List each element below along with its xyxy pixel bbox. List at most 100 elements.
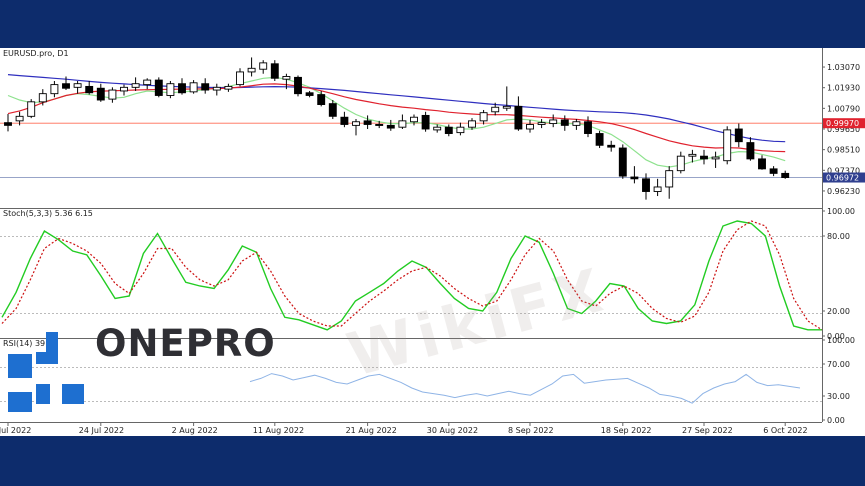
candle-body (769, 168, 778, 174)
candle-body (50, 84, 59, 95)
candle-body (259, 62, 268, 70)
candle-body (642, 178, 650, 192)
candle-body (595, 133, 604, 146)
stoch-tick-label: 80.00 (827, 232, 850, 241)
candle-body (282, 76, 291, 80)
candle-body (560, 119, 569, 126)
stoch-tick-label: 0.00 (827, 332, 845, 341)
candle-body (305, 92, 314, 96)
time-tick-label: 18 Sep 2022 (601, 426, 652, 435)
candle-body (143, 79, 152, 86)
candle-body (398, 120, 407, 128)
candle-body (618, 147, 627, 177)
time-tick-label: 24 Jul 2022 (79, 426, 124, 435)
candle-body (502, 105, 511, 109)
candle-body (781, 172, 790, 179)
rsi-tick-label: 100.00 (827, 336, 855, 345)
rsi-tick-label: 70.00 (827, 360, 850, 369)
candle-body (758, 158, 766, 170)
ma-green-line (7, 76, 786, 168)
logo-text: ONEPRO (95, 322, 276, 365)
stoch-d-line (1, 220, 823, 331)
candle-body (363, 120, 372, 125)
candle-body (479, 112, 488, 122)
price-tag-box (823, 172, 865, 183)
price-tag-label: 0.96972 (826, 174, 859, 183)
price-plot (0, 57, 822, 200)
rsi-line (249, 373, 801, 404)
rsi-plot (249, 373, 801, 404)
price-tick-label: 1.00790 (827, 104, 860, 113)
ma-blue-line (7, 74, 786, 143)
price-tick-label: 1.01930 (827, 84, 860, 93)
price-tag-label: 0.99970 (826, 119, 859, 128)
candle-body (433, 126, 442, 131)
candle-body (491, 106, 500, 113)
trading-chart: EURUSD.pro, D1 Stoch(5,3,3) 5.36 6.15 RS… (0, 48, 865, 435)
price-tick-label: 0.97370 (827, 166, 860, 175)
candle-body (572, 121, 581, 126)
candle-body (386, 124, 395, 129)
candle-body (38, 93, 47, 103)
candle-body (328, 103, 337, 117)
candle-body (688, 153, 697, 157)
rsi-tick-label: 30.00 (827, 392, 850, 401)
candle-body (468, 120, 476, 128)
candle-body (526, 124, 534, 130)
time-tick-label: 30 Aug 2022 (427, 426, 478, 435)
candle-body (711, 156, 720, 160)
rsi-pane-label: RSI(14) 39.61 (3, 339, 58, 348)
candle-body (212, 86, 221, 91)
candle-body (247, 67, 256, 73)
price-tag-box (823, 118, 865, 129)
axis-ticks: 1.03070 1.01930 1.00790 0.99650 0.98510 0.973… (0, 63, 865, 435)
rsi-tick-label: 0.00 (827, 416, 845, 425)
candle-body (224, 85, 233, 90)
candle-body (746, 142, 755, 160)
price-pane-label: EURUSD.pro, D1 (3, 49, 69, 58)
candle-body (734, 128, 743, 143)
candle-body (4, 122, 12, 126)
candle-body (630, 176, 639, 180)
candle-body (154, 79, 163, 96)
candle-body (201, 83, 210, 91)
ma-red-line (7, 83, 786, 153)
time-tick-label: 2 Aug 2022 (172, 426, 218, 435)
candle-body (27, 101, 36, 117)
time-tick-label: 11 Aug 2022 (253, 426, 304, 435)
candle-body (723, 129, 732, 162)
time-tick-label: 8 Sep 2022 (508, 426, 554, 435)
candle-body (676, 155, 685, 172)
price-tick-label: 0.98510 (827, 146, 860, 155)
candle-body (270, 63, 279, 79)
time-tick-label: 6 Oct 2022 (763, 426, 807, 435)
candle-body (108, 89, 117, 100)
candle-body (294, 76, 302, 95)
price-tick-label: 0.96230 (827, 187, 860, 196)
price-tick-label: 0.99650 (827, 125, 860, 134)
stoch-k-line (1, 220, 822, 331)
price-tick-label: 1.03070 (827, 63, 860, 72)
candle-body (85, 85, 94, 94)
stoch-plot (1, 220, 823, 331)
candle-body (178, 83, 186, 94)
candle-body (537, 122, 546, 125)
candle-body (352, 121, 360, 126)
candle-body (653, 186, 662, 192)
time-tick-label: 27 Sep 2022 (682, 426, 733, 435)
candle-body (456, 126, 465, 134)
candle-body (607, 144, 616, 148)
stoch-tick-label: 100.00 (827, 207, 855, 216)
candle-body (15, 115, 24, 122)
candle-body (444, 126, 453, 134)
candle-body (410, 116, 418, 123)
candle-body (236, 71, 244, 86)
candle-body (514, 105, 523, 130)
stoch-pane-label: Stoch(5,3,3) 5.36 6.15 (3, 209, 93, 218)
stoch-tick-label: 20.00 (827, 307, 850, 316)
time-tick-label: 21 Aug 2022 (346, 426, 397, 435)
candle-body (700, 155, 708, 160)
candle-body (375, 124, 384, 126)
candle-body (665, 170, 674, 188)
candle-body (120, 86, 128, 92)
